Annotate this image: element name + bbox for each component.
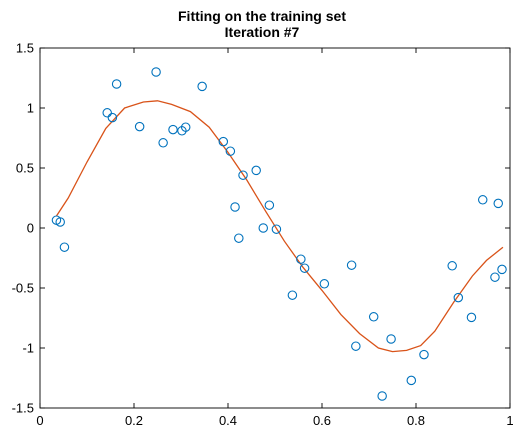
x-tick-label: 0.4 [219,413,237,428]
x-tick-label: 0.2 [125,413,143,428]
y-tick-label: 1 [27,101,34,116]
x-tick-label: 0.6 [313,413,331,428]
y-tick-label: 1.5 [16,41,34,56]
x-tick-label: 0 [36,413,43,428]
y-tick-label: -1 [22,341,34,356]
y-tick-label: 0.5 [16,161,34,176]
y-tick-label: -1.5 [12,401,34,416]
x-tick-label: 0.8 [407,413,425,428]
y-tick-label: -0.5 [12,281,34,296]
chart-title-line-1: Fitting on the training set [178,8,346,24]
x-tick-label: 1 [506,413,513,428]
y-tick-label: 0 [27,221,34,236]
chart-title-line-2: Iteration #7 [225,24,300,40]
